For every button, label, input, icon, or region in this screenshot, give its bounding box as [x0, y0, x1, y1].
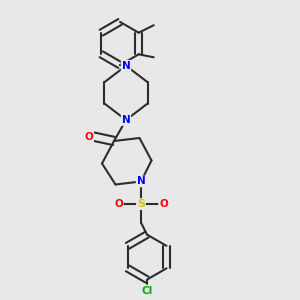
- Text: S: S: [137, 199, 145, 209]
- Text: O: O: [159, 199, 168, 209]
- Text: N: N: [122, 61, 130, 71]
- Text: O: O: [114, 199, 123, 209]
- Text: Cl: Cl: [141, 286, 153, 296]
- Text: O: O: [84, 131, 93, 142]
- Text: N: N: [136, 176, 146, 187]
- Text: N: N: [122, 115, 130, 125]
